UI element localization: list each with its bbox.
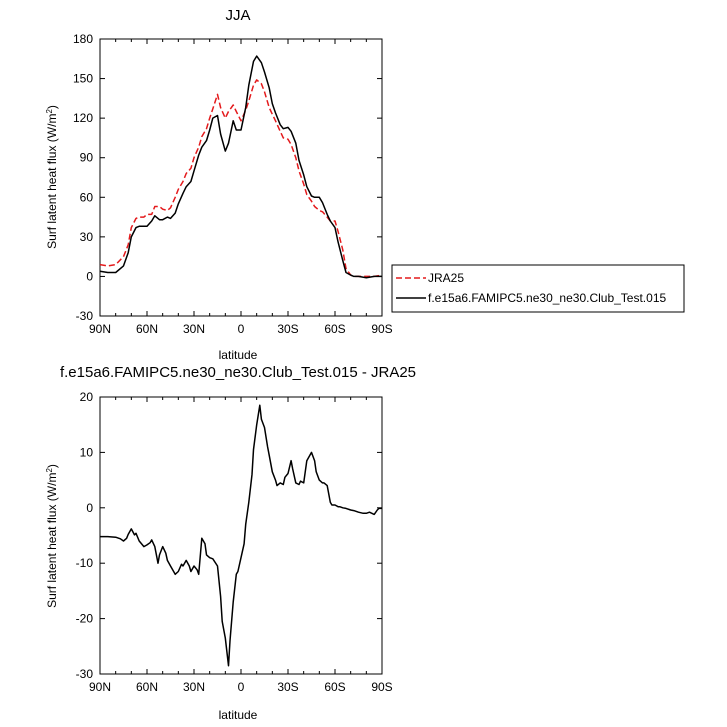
top-series-line-1 [99,55,382,279]
top-x-axis-label: latitude [219,348,258,362]
top-chart-title: JJA [225,7,250,24]
bottom-y-tick-label: 20 [80,390,94,404]
top-series-line-0 [99,79,383,278]
top-y-tick-label: -30 [76,309,94,323]
bottom-y-axis-label: Surf latent heat flux (W/m2) [45,464,59,608]
top-y-tick-label: 150 [73,72,93,86]
bottom-x-axis-label: latitude [219,708,258,722]
bottom-panel: f.e15a6.FAMIPC5.ne30_ne30.Club_Test.015 … [45,364,416,722]
top-y-tick-label: 30 [80,230,94,244]
bottom-chart-title: f.e15a6.FAMIPC5.ne30_ne30.Club_Test.015 … [60,364,416,381]
bottom-plot-frame [99,396,383,675]
bottom-x-tick-label: 90N [89,680,111,694]
top-plot-area: -30 0 30 60 90 120 150 180 90N 60N 30N 0 30S 60S 90S [73,32,393,336]
bottom-x-tick-label: 30S [277,680,298,694]
top-plot-frame [99,38,383,317]
bottom-y-tick-label: -30 [76,667,94,681]
top-x-tick-label: 0 [238,322,245,336]
bottom-y-tick-label: 10 [80,445,94,459]
top-x-tick-label: 90S [371,322,392,336]
bottom-x-tick-label: 60N [136,680,158,694]
top-y-tick-label: 120 [73,111,93,125]
top-y-tick-label: 60 [80,190,94,204]
top-x-tick-label: 60S [324,322,345,336]
bottom-x-tick-label: 60S [324,680,345,694]
top-y-tick-label: 0 [86,269,93,283]
legend-box [391,264,685,313]
bottom-y-tick-label: -10 [76,556,94,570]
top-x-tick-label: 90N [89,322,111,336]
bottom-x-tick-label: 90S [371,680,392,694]
bottom-plot-area: -30 -20 -10 0 10 20 90N 60N 30N 0 30S 60S 90S [76,390,393,694]
bottom-y-tick-label: 0 [86,501,93,515]
bottom-series-line-0 [100,404,382,667]
top-y-tick-label: 180 [73,32,93,46]
bottom-x-tick-label: 0 [238,680,245,694]
top-x-tick-label: 60N [136,322,158,336]
top-panel: JJA -30 0 30 60 90 120 150 180 90N 60N 30N 0 30S 60S 9… [45,7,393,362]
legend-label-jra25: JRA25 [428,271,464,285]
top-x-tick-label: 30N [183,322,205,336]
top-x-tick-label: 30S [277,322,298,336]
legend-label-model: f.e15a6.FAMIPC5.ne30_ne30.Club_Test.015 [428,291,666,305]
top-y-axis-label: Surf latent heat flux (W/m2) [45,105,59,249]
bottom-x-tick-label: 30N [183,680,205,694]
bottom-y-tick-label: -20 [76,612,94,626]
top-y-tick-label: 90 [80,151,94,165]
legend: JRA25 f.e15a6.FAMIPC5.ne30_ne30.Club_Tes… [391,264,685,313]
